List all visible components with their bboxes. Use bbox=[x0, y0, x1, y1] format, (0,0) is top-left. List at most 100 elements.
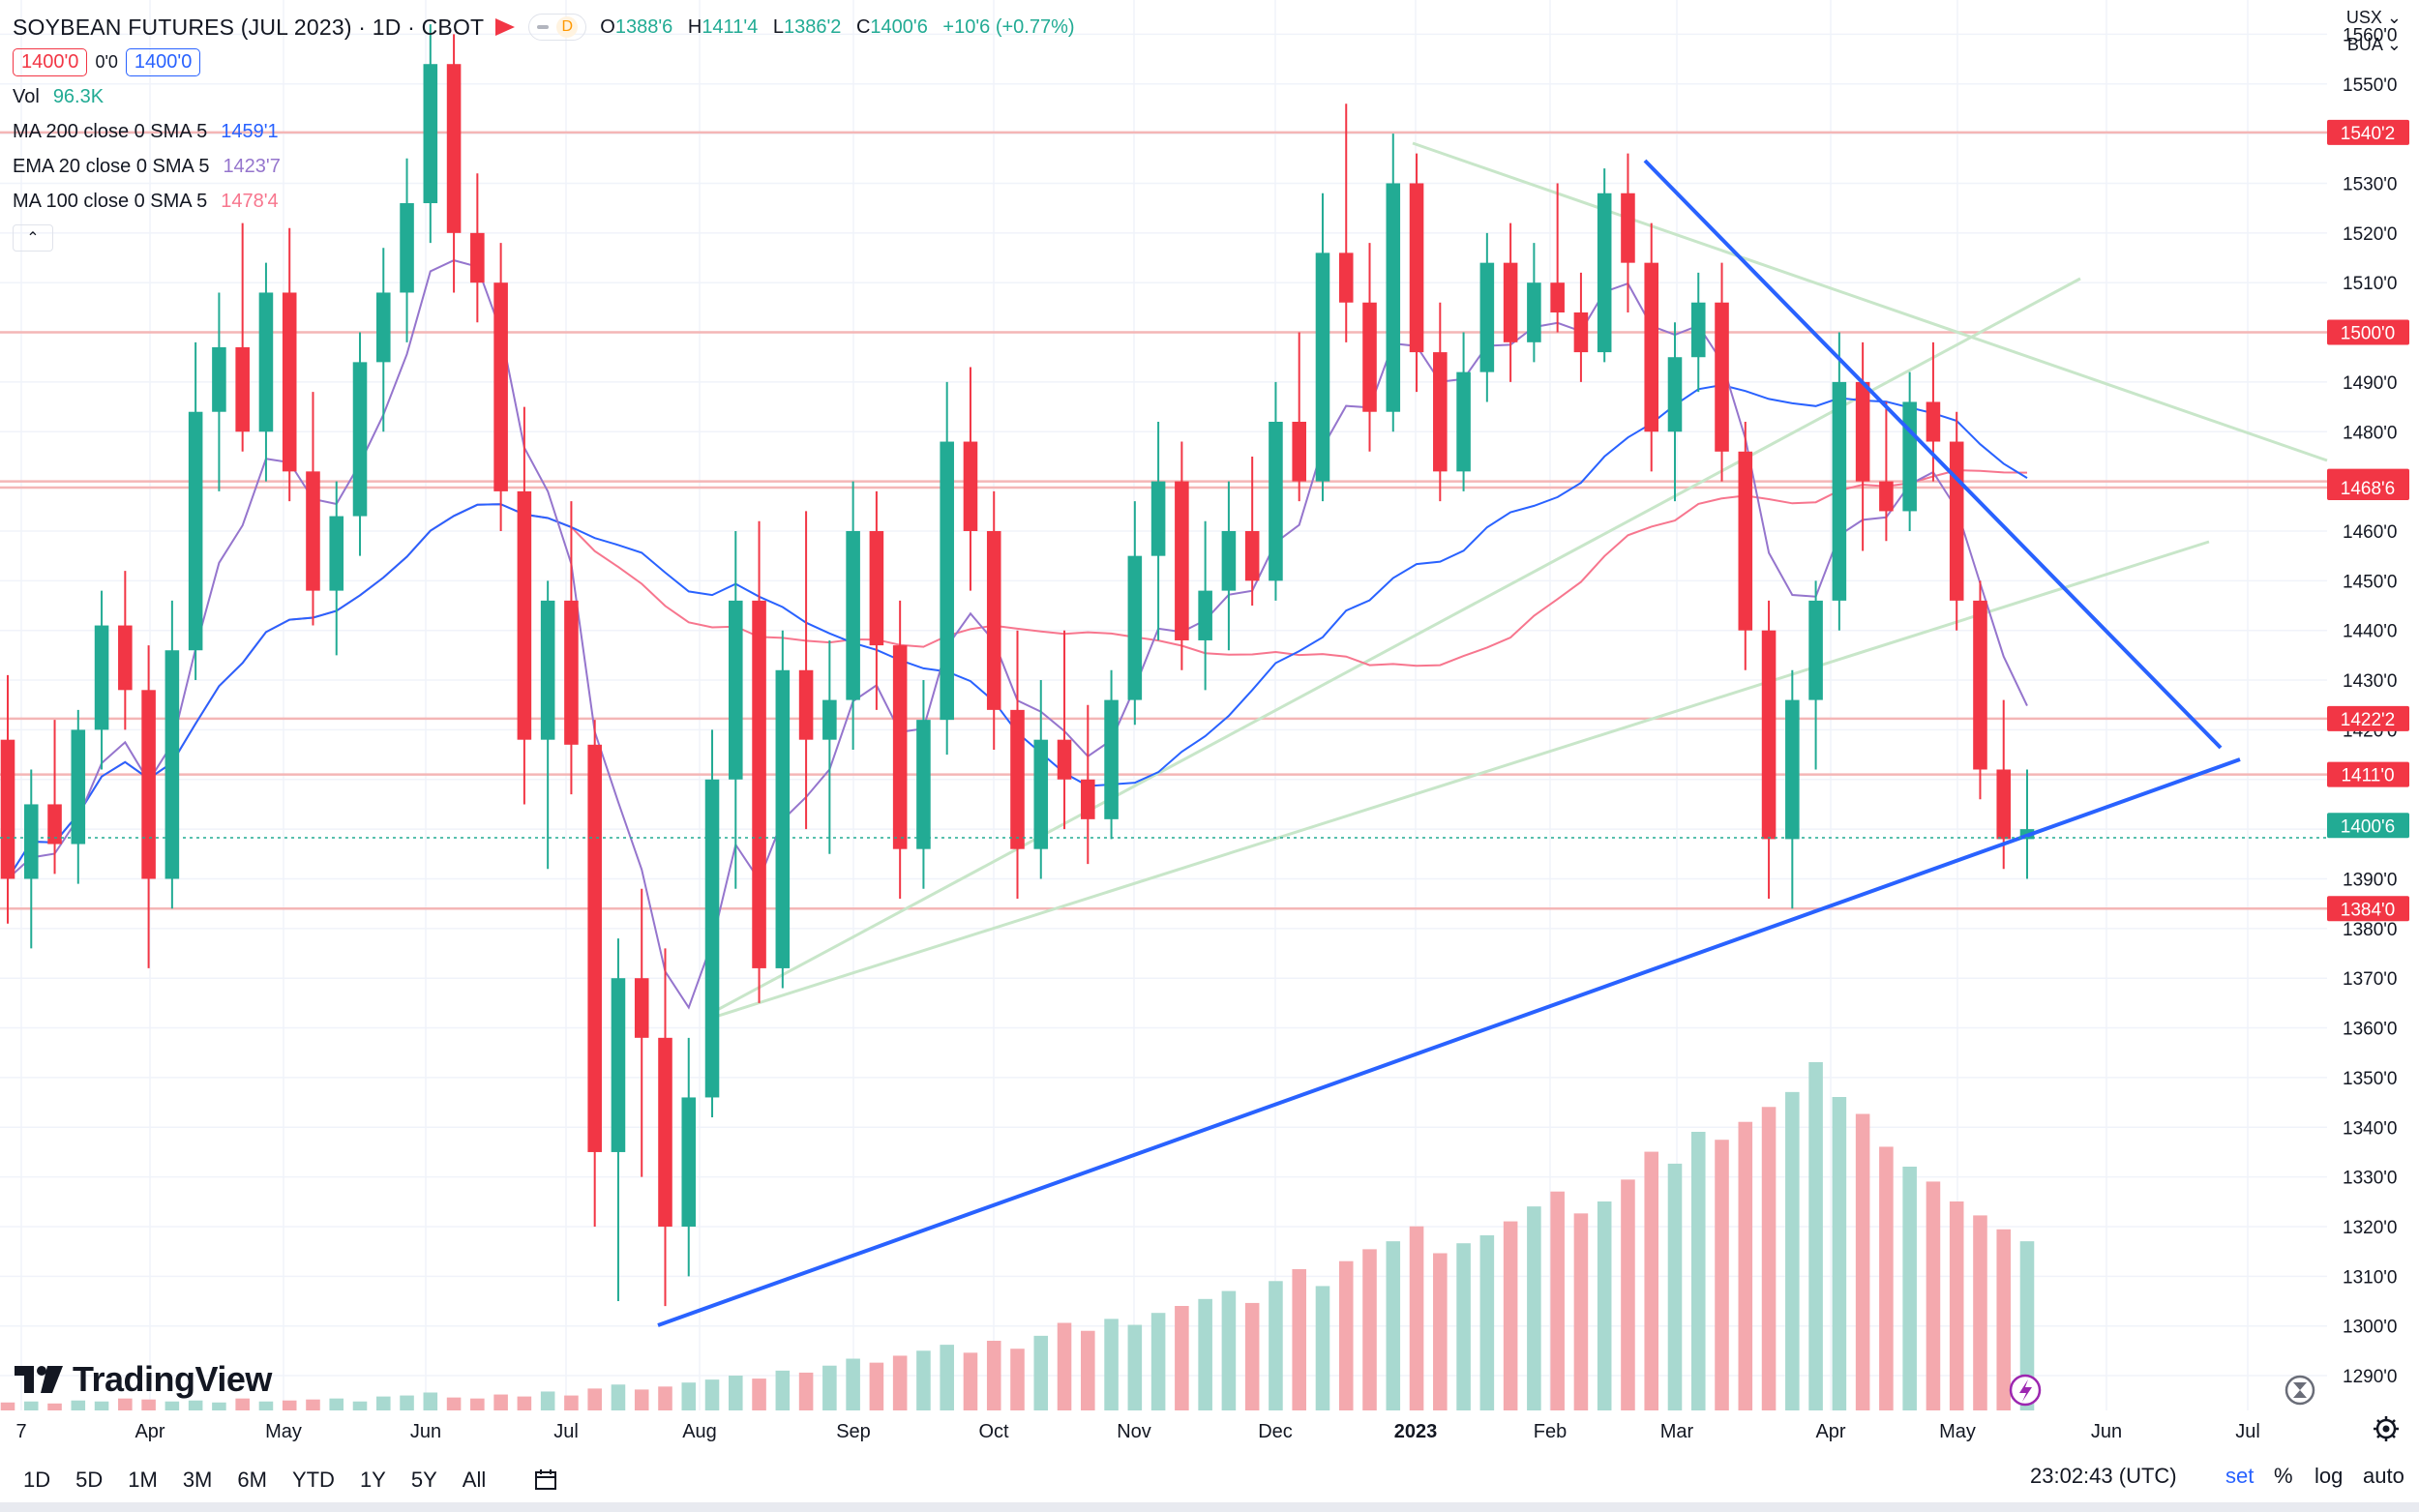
indicator-value: 1423'7 bbox=[223, 155, 281, 177]
x-tick-label: Aug bbox=[682, 1421, 717, 1442]
symbol-title[interactable]: SOYBEAN FUTURES (JUL 2023) · 1D · CBOT bbox=[13, 14, 485, 40]
x-tick-label: Jul bbox=[2235, 1421, 2260, 1442]
volume-bar bbox=[1973, 1215, 1987, 1410]
candle-body bbox=[446, 64, 462, 233]
clock-readout[interactable]: 23:02:43 (UTC) bbox=[2030, 1464, 2177, 1488]
channel-line-mid-2 bbox=[705, 540, 2210, 1022]
volume-bar bbox=[752, 1379, 766, 1410]
indicator-value: 96.3K bbox=[52, 85, 105, 107]
tradingview-logo[interactable]: TradingView bbox=[15, 1359, 272, 1400]
candle-body bbox=[1409, 183, 1424, 353]
candle-body bbox=[658, 1037, 672, 1227]
volume-bar bbox=[1386, 1241, 1401, 1410]
indicator-row-ma200[interactable]: MA 200 close 0 SMA 5 1459'1 bbox=[13, 114, 1085, 149]
candle-body bbox=[1527, 282, 1541, 342]
minus-icon bbox=[537, 25, 550, 29]
volume-bar bbox=[1338, 1260, 1354, 1410]
timeframe-1d[interactable]: 1D bbox=[23, 1468, 51, 1492]
ohlc-low-label: L bbox=[772, 15, 784, 38]
visibility-pill[interactable]: D bbox=[528, 14, 587, 41]
currency-selector[interactable]: USX ⌄ bbox=[2345, 8, 2402, 27]
candle-body bbox=[1175, 481, 1189, 640]
volume-bar bbox=[2019, 1241, 2035, 1410]
x-tick-label: Apr bbox=[134, 1421, 164, 1442]
candle-body bbox=[164, 650, 180, 879]
candle-body bbox=[375, 292, 391, 363]
percent-toggle[interactable]: % bbox=[2274, 1464, 2293, 1488]
candle-body bbox=[940, 441, 954, 721]
timeframe-3m[interactable]: 3M bbox=[182, 1468, 213, 1492]
candle-body bbox=[564, 600, 579, 745]
volume-bar bbox=[681, 1382, 697, 1410]
candle-body bbox=[1597, 193, 1612, 353]
candle-body bbox=[729, 600, 743, 780]
candle-body bbox=[1150, 481, 1166, 556]
volume-bar bbox=[1855, 1113, 1870, 1410]
volume-bar bbox=[1033, 1335, 1049, 1410]
go-to-date-icon[interactable] bbox=[534, 1469, 559, 1491]
timeframe-5d[interactable]: 5D bbox=[75, 1468, 104, 1492]
volume-bar bbox=[1057, 1322, 1072, 1410]
unit-selector[interactable]: BUA ⌄ bbox=[2346, 35, 2402, 54]
y-tick-label: 1490'0 bbox=[2343, 373, 2397, 394]
timeframe-5y[interactable]: 5Y bbox=[410, 1468, 437, 1492]
timeframe-6m[interactable]: 6M bbox=[237, 1468, 267, 1492]
log-toggle[interactable]: log bbox=[2314, 1464, 2344, 1488]
volume-lightning-icon[interactable] bbox=[2009, 1374, 2042, 1407]
timeframe-all[interactable]: All bbox=[462, 1468, 487, 1492]
price-level-tag-label: 1468'6 bbox=[2341, 479, 2395, 499]
volume-bar bbox=[1198, 1298, 1212, 1410]
volume-bar bbox=[1550, 1191, 1565, 1410]
unit-label: BUA bbox=[2346, 35, 2382, 54]
volume-bar bbox=[1785, 1091, 1800, 1410]
candle-body bbox=[1738, 451, 1753, 631]
candle-body bbox=[1315, 252, 1330, 482]
bottom-strip bbox=[0, 1502, 2419, 1512]
candle-body bbox=[587, 744, 602, 1152]
indicator-name: MA 100 close 0 SMA 5 bbox=[13, 190, 208, 212]
volume-bar bbox=[798, 1372, 814, 1410]
sell-button[interactable]: 1400'0 bbox=[13, 47, 88, 76]
ohlc-low: 1386'2 bbox=[783, 15, 842, 38]
settings-gear-icon[interactable] bbox=[2374, 1416, 2399, 1441]
volume-bar bbox=[141, 1399, 156, 1410]
timeframe-1m[interactable]: 1M bbox=[128, 1468, 158, 1492]
candle-body bbox=[1292, 421, 1306, 482]
candle-body bbox=[400, 203, 414, 293]
volume-bars bbox=[0, 1062, 2035, 1410]
candle-body bbox=[1926, 401, 1941, 442]
buy-button[interactable]: 1400'0 bbox=[125, 47, 201, 76]
y-tick-label: 1310'0 bbox=[2343, 1267, 2397, 1288]
price-level-tag-label: 1400'6 bbox=[2341, 816, 2395, 837]
session-toggle[interactable]: set bbox=[2225, 1464, 2255, 1488]
candle-body bbox=[1081, 779, 1095, 819]
volume-bar bbox=[1244, 1302, 1260, 1410]
hourglass-icon[interactable] bbox=[2285, 1375, 2315, 1406]
volume-bar bbox=[1573, 1213, 1589, 1410]
timeframe-1y[interactable]: 1Y bbox=[359, 1468, 386, 1492]
collapse-legend-button[interactable]: ⌃ bbox=[13, 224, 53, 252]
candle-body bbox=[1621, 193, 1635, 263]
auto-toggle[interactable]: auto bbox=[2363, 1464, 2404, 1488]
x-tick-label: May bbox=[1939, 1421, 1976, 1442]
channel-line-mid-1 bbox=[705, 277, 2081, 1018]
indicator-row-vol[interactable]: Vol 96.3K bbox=[13, 79, 1085, 114]
chart-canvas[interactable]: 1290'0 1300'0 1310'0 1320'0 1330'0 1340'0 1350… bbox=[0, 0, 2419, 1461]
indicator-row-ma100[interactable]: MA 100 close 0 SMA 5 1478'4 bbox=[13, 184, 1085, 219]
y-tick-label: 1320'0 bbox=[2343, 1218, 2397, 1238]
volume-bar bbox=[775, 1370, 791, 1410]
trade-row: 1400'0 0'0 1400'0 bbox=[13, 44, 1085, 79]
candle-body bbox=[47, 804, 62, 845]
flag-icon[interactable] bbox=[495, 18, 516, 36]
candle-body bbox=[1269, 421, 1283, 581]
volume-bar bbox=[118, 1398, 133, 1410]
y-tick-label: 1370'0 bbox=[2343, 969, 2397, 990]
legend-title-row: SOYBEAN FUTURES (JUL 2023) · 1D · CBOT D… bbox=[13, 10, 1085, 44]
timeframe-ytd[interactable]: YTD bbox=[291, 1468, 335, 1492]
y-tick-label: 1300'0 bbox=[2343, 1318, 2397, 1338]
volume-bar bbox=[704, 1379, 720, 1410]
candle-body bbox=[235, 346, 250, 432]
candle-body bbox=[1057, 739, 1072, 780]
x-tick-label: 2023 bbox=[1394, 1421, 1438, 1442]
indicator-row-ema20[interactable]: EMA 20 close 0 SMA 5 1423'7 bbox=[13, 149, 1085, 184]
